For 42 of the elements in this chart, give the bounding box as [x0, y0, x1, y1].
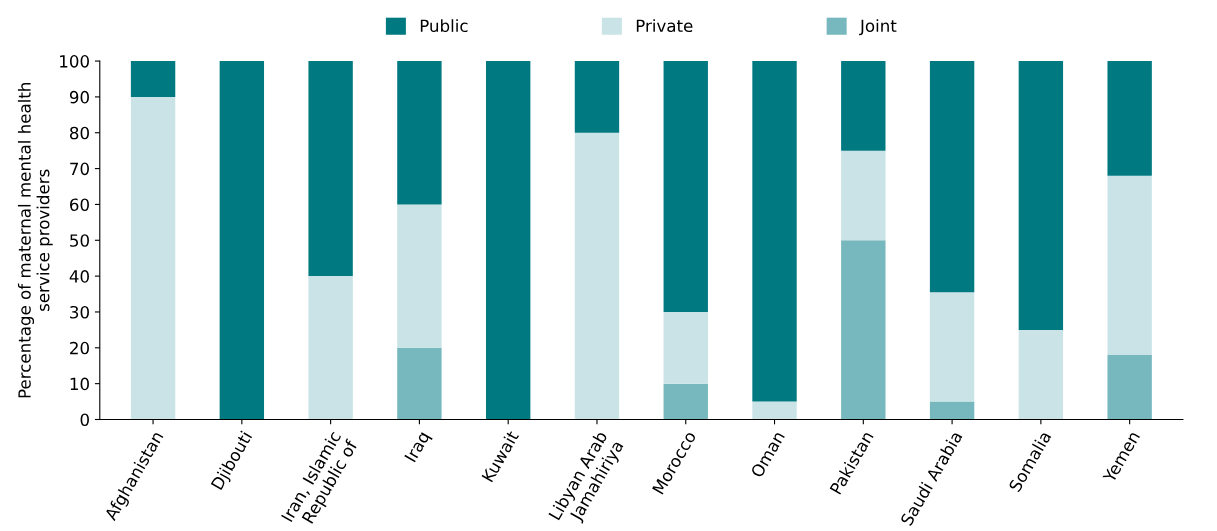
- y-tick-label: 40: [69, 270, 89, 283]
- bar: [929, 61, 975, 293]
- y-tick-label: 10: [70, 377, 89, 391]
- y-tick-label: 100: [60, 55, 89, 68]
- bar: [1107, 354, 1152, 420]
- bar: [130, 61, 176, 97]
- bar: [929, 401, 975, 420]
- bar: [397, 61, 442, 205]
- bar: [663, 61, 708, 312]
- bar: [929, 292, 975, 402]
- bar: [1107, 175, 1152, 355]
- legend-label: Joint: [859, 19, 897, 36]
- legend-label: Public: [420, 19, 468, 33]
- y-tick-label: 50: [70, 234, 89, 247]
- bar: [663, 383, 708, 420]
- bar: [574, 132, 620, 420]
- bar: [841, 240, 886, 420]
- bar: [308, 276, 353, 420]
- y-tick-label: 70: [70, 162, 89, 176]
- legend-label: Private: [636, 19, 693, 33]
- bar: [752, 61, 797, 402]
- bar: [397, 347, 442, 420]
- bar: [1018, 329, 1064, 420]
- y-tick-label: 30: [70, 305, 89, 319]
- y-tick-label: 0: [80, 413, 89, 427]
- bar: [219, 61, 265, 420]
- bar: [485, 61, 531, 420]
- bar: [308, 61, 353, 277]
- y-axis-title: Percentage of maternal mental health service providers: [17, 83, 53, 398]
- bar: [574, 61, 620, 133]
- y-tick-label: 20: [70, 341, 89, 355]
- y-tick-label: 60: [70, 198, 89, 211]
- bar: [1018, 61, 1064, 330]
- bar: [752, 401, 797, 420]
- bar: [841, 150, 886, 241]
- bar: [1107, 61, 1152, 176]
- bar: [663, 311, 708, 384]
- y-tick-label: 80: [69, 126, 89, 140]
- bar: [841, 61, 886, 151]
- bar: [397, 204, 442, 348]
- y-tick-label: 90: [69, 90, 89, 104]
- bar: [130, 96, 176, 420]
